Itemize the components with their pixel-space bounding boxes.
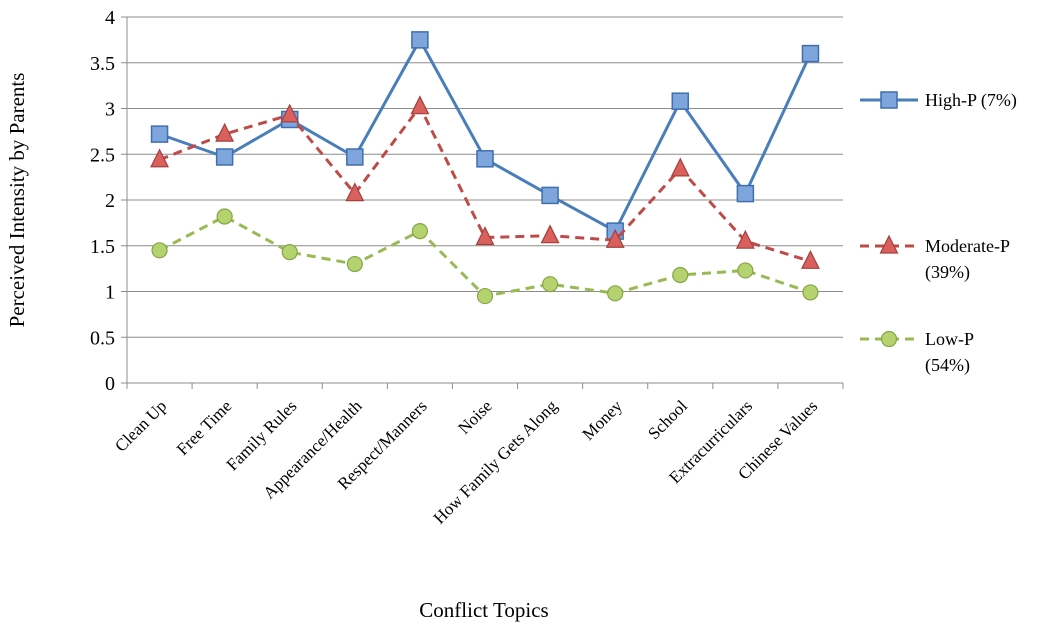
data-point — [670, 157, 690, 177]
data-point — [281, 244, 298, 261]
y-tick-label: 1.5 — [90, 236, 115, 258]
y-tick-label: 3.5 — [90, 53, 115, 75]
data-point — [475, 226, 495, 246]
y-tick-label: 2.5 — [90, 144, 115, 166]
data-point — [216, 208, 233, 225]
legend-entry: High-P (7%) — [860, 90, 1017, 111]
y-tick-label: 4 — [105, 7, 115, 29]
data-point — [540, 224, 560, 244]
legend-entry: Moderate-P (39%) — [860, 234, 1010, 283]
x-tick-label: Free Time — [173, 396, 236, 459]
data-point — [672, 266, 689, 284]
y-tick-label: 0 — [105, 373, 115, 395]
x-tick-label: Clean Up — [111, 396, 170, 455]
data-point — [541, 186, 559, 205]
legend: High-P (7%) Moderate-P (39%) Low-P (54%) — [860, 90, 1017, 376]
x-tick-label: Money — [579, 396, 627, 444]
y-tick-label: 0.5 — [90, 327, 115, 349]
data-point — [150, 125, 169, 143]
data-point — [541, 276, 559, 293]
data-point — [736, 184, 755, 203]
data-point — [476, 287, 494, 305]
data-point — [346, 255, 363, 273]
data-point — [280, 103, 300, 123]
data-point — [802, 284, 819, 301]
legend-label: High-P (7%) — [925, 90, 1017, 111]
data-point — [607, 285, 624, 302]
data-point — [150, 148, 170, 168]
data-point — [735, 229, 755, 249]
data-point — [411, 31, 429, 49]
legend-label: Moderate-P — [925, 236, 1010, 256]
y-tick-label: 2 — [105, 190, 115, 212]
data-point — [801, 44, 820, 63]
series-line — [159, 38, 812, 233]
data-point — [345, 182, 365, 202]
y-tick-label: 1 — [105, 282, 115, 304]
data-point — [476, 150, 494, 168]
x-tick-label: Noise — [454, 396, 495, 437]
data-point — [215, 148, 234, 166]
x-tick-label: How Family Gets Along — [430, 396, 562, 528]
legend-label: (39%) — [925, 262, 970, 283]
series-group — [150, 31, 820, 305]
y-tick-label: 3 — [105, 99, 115, 121]
series-line — [158, 105, 811, 263]
legend-label: (54%) — [925, 355, 970, 376]
data-point — [215, 122, 235, 142]
data-point — [800, 249, 820, 269]
data-point — [671, 92, 690, 110]
x-tick-label: School — [644, 396, 691, 443]
series-1 — [150, 95, 820, 269]
series-2 — [151, 208, 819, 305]
legend-label: Low-P — [925, 329, 974, 349]
data-point — [151, 242, 168, 259]
legend-marker — [880, 330, 898, 348]
data-point — [411, 223, 429, 240]
data-point — [410, 95, 430, 115]
legend-marker — [880, 91, 898, 109]
data-point — [346, 148, 364, 166]
data-point — [605, 228, 625, 248]
legend-marker — [879, 234, 899, 254]
data-point — [737, 262, 754, 279]
x-axis-title: Conflict Topics — [419, 598, 548, 622]
y-axis-title: Perceived Intensity by Parents — [5, 73, 29, 328]
legend-entry: Low-P (54%) — [860, 329, 974, 376]
